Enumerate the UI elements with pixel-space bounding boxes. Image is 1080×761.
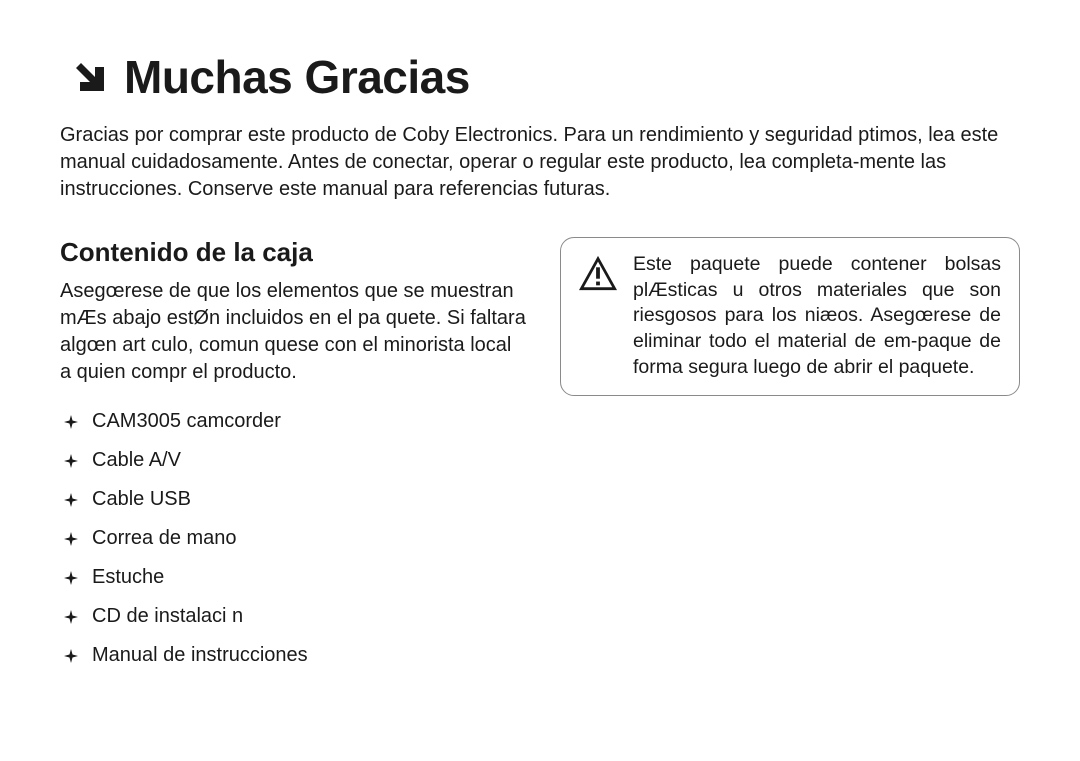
intro-paragraph: Gracias por comprar este producto de Cob… (60, 122, 1020, 203)
star-bullet-icon (64, 532, 78, 546)
list-item: Cable USB (64, 486, 526, 513)
warning-text: Este paquete puede contener bolsas plÆst… (633, 252, 1001, 381)
list-item: CAM3005 camcorder (64, 408, 526, 435)
star-bullet-icon (64, 454, 78, 468)
star-bullet-icon (64, 415, 78, 429)
star-bullet-icon (64, 493, 78, 507)
list-item: CD de instalaci n (64, 603, 526, 630)
list-item-label: Cable USB (92, 486, 191, 513)
box-contents-intro: Asegœrese de que los elementos que se mu… (60, 278, 526, 386)
left-column: Contenido de la caja Asegœrese de que lo… (60, 237, 526, 681)
box-contents-heading: Contenido de la caja (60, 237, 526, 268)
list-item: Estuche (64, 564, 526, 591)
star-bullet-icon (64, 571, 78, 585)
content-columns: Contenido de la caja Asegœrese de que lo… (60, 237, 1020, 681)
list-item: Cable A/V (64, 447, 526, 474)
list-item-label: Estuche (92, 564, 164, 591)
page-title: Muchas Gracias (124, 50, 470, 104)
warning-icon (577, 254, 619, 292)
list-item-label: Manual de instrucciones (92, 642, 308, 669)
list-item-label: CAM3005 camcorder (92, 408, 281, 435)
warning-box: Este paquete puede contener bolsas plÆst… (560, 237, 1020, 396)
arrow-down-right-icon (74, 61, 106, 93)
list-item-label: Cable A/V (92, 447, 181, 474)
star-bullet-icon (64, 649, 78, 663)
title-row: Muchas Gracias (60, 50, 1020, 104)
list-item-label: CD de instalaci n (92, 603, 243, 630)
box-contents-list: CAM3005 camcorder Cable A/V Cable USB Corre… (60, 408, 526, 669)
list-item-label: Correa de mano (92, 525, 237, 552)
list-item: Manual de instrucciones (64, 642, 526, 669)
list-item: Correa de mano (64, 525, 526, 552)
star-bullet-icon (64, 610, 78, 624)
